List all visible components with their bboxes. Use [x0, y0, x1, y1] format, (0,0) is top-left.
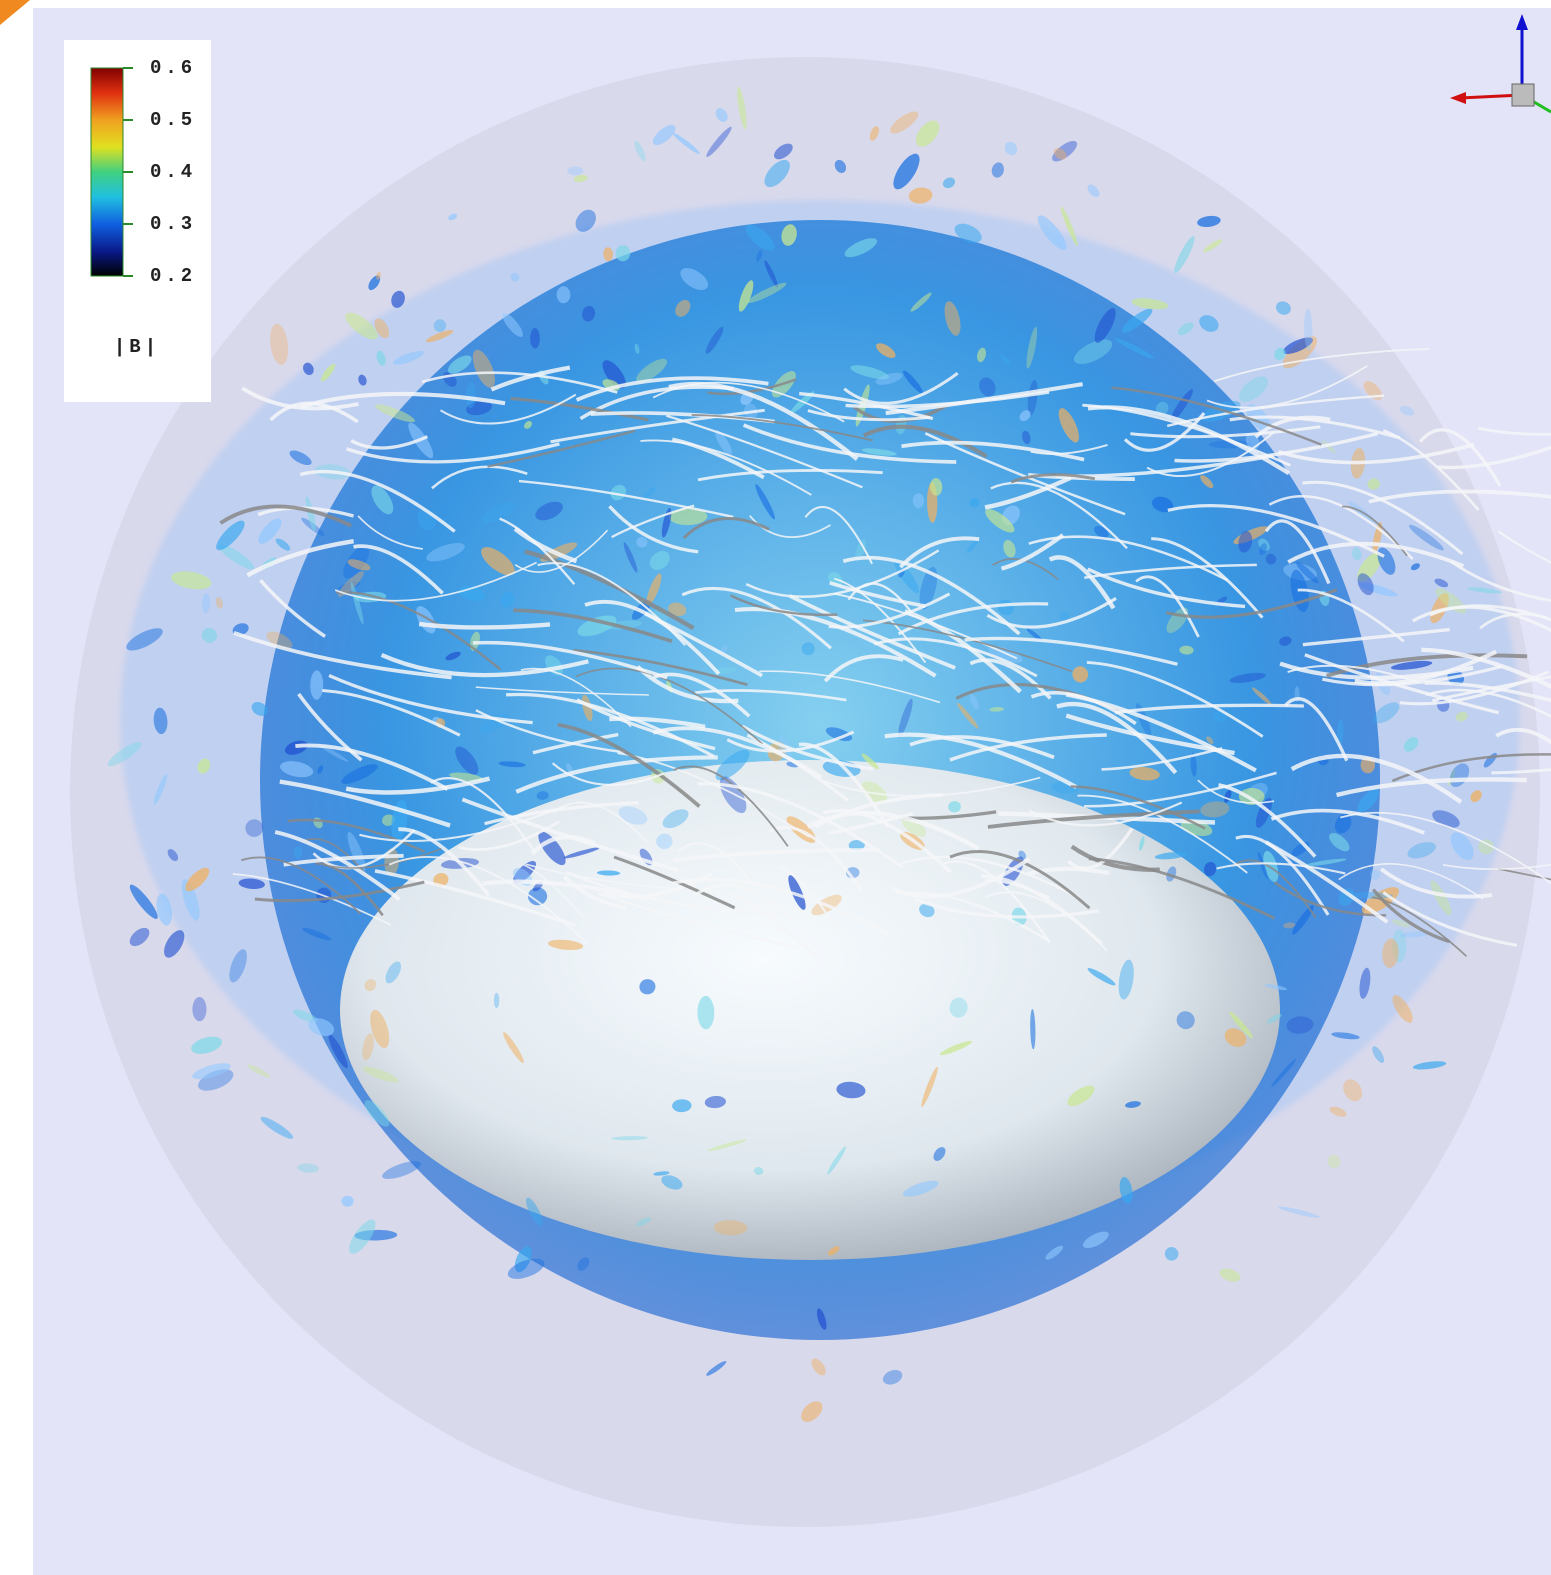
axis-cube — [1512, 84, 1534, 106]
tick-label: 0.3 — [150, 213, 196, 235]
page: |B| 0.60.50.40.30.2 (() => { const data … — [0, 0, 1551, 1575]
tick-label: 0.6 — [150, 57, 196, 79]
tick-label: 0.4 — [150, 161, 196, 183]
legend-title: |B| — [114, 336, 160, 358]
field-blob — [913, 493, 924, 508]
color-bar — [91, 68, 123, 276]
field-blob — [192, 997, 206, 1021]
color-legend: |B| 0.6 0.5 0.4 0.3 0.2 — [64, 40, 211, 402]
tick-label: 0.5 — [150, 109, 196, 131]
render-view: |B| 0.6 0.5 0.4 0.3 0.2 — [0, 0, 1551, 1575]
tick-label: 0.2 — [150, 265, 196, 287]
field-blob — [557, 286, 571, 303]
